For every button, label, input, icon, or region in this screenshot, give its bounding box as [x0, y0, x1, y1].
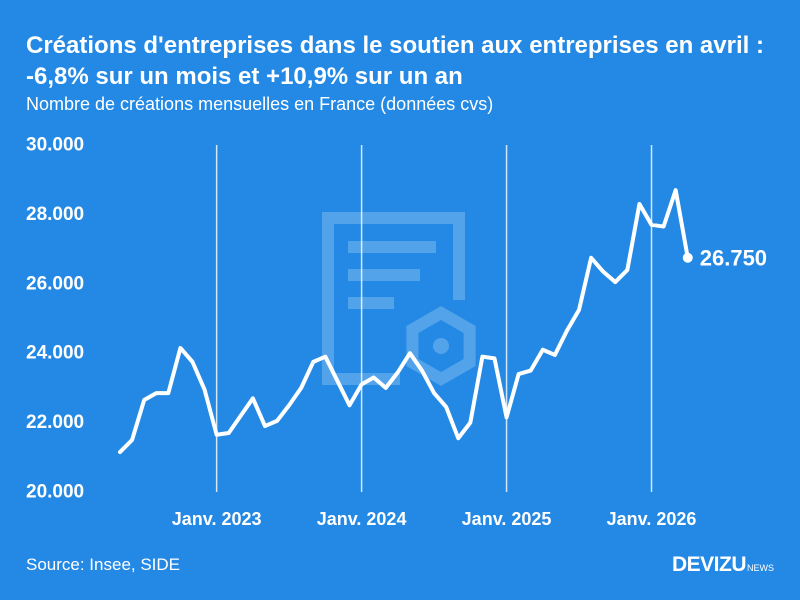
- y-axis-labels: 30.000 28.000 26.000 24.000 22.000 20.000: [26, 135, 84, 503]
- document-text-line: [348, 269, 420, 281]
- chart-title-line-2: -6,8% sur un mois et +10,9% sur un an: [26, 63, 463, 90]
- data-point: [118, 450, 122, 454]
- data-point: [553, 353, 557, 357]
- data-point: [166, 391, 170, 395]
- data-point: [190, 360, 194, 364]
- series-line: [118, 188, 690, 455]
- data-point: [456, 436, 460, 440]
- data-point: [178, 346, 182, 350]
- x-axis-labels: Janv. 2023 Janv. 2024 Janv. 2025 Janv. 2026: [172, 509, 697, 529]
- data-point: [589, 256, 593, 260]
- data-point: [601, 270, 605, 274]
- data-point: [360, 382, 364, 386]
- y-tick-label: 20.000: [26, 482, 84, 503]
- y-tick-label: 22.000: [26, 412, 84, 433]
- data-point: [142, 398, 146, 402]
- chart-subtitle: Nombre de créations mensuelles en France…: [26, 94, 494, 114]
- data-point: [650, 223, 654, 227]
- data-point: [227, 431, 231, 435]
- last-point-marker: [682, 252, 693, 263]
- data-point: [613, 280, 617, 284]
- data-point: [154, 391, 158, 395]
- data-point: [625, 268, 629, 272]
- data-label: 26.750: [700, 245, 767, 270]
- data-point: [275, 419, 279, 423]
- data-point: [311, 360, 315, 364]
- data-point: [637, 202, 641, 206]
- x-tick-label: Janv. 2024: [317, 509, 407, 529]
- data-point: [577, 308, 581, 312]
- data-point: [492, 356, 496, 360]
- data-point: [432, 391, 436, 395]
- source-note: Source: Insee, SIDE: [26, 555, 181, 574]
- x-tick-label: Janv. 2025: [462, 509, 552, 529]
- data-point: [565, 329, 569, 333]
- chart-title-line-1: Créations d'entreprises dans le soutien …: [26, 32, 764, 59]
- data-point: [335, 379, 339, 383]
- document-text-line: [348, 241, 436, 253]
- document-outline: [322, 212, 465, 385]
- data-point: [480, 355, 484, 359]
- data-point: [203, 388, 207, 392]
- data-point: [529, 369, 533, 373]
- data-point: [287, 403, 291, 407]
- data-point: [384, 386, 388, 390]
- data-point: [662, 225, 666, 229]
- data-point: [505, 415, 509, 419]
- logo-brand: DEVIZU: [672, 553, 747, 576]
- x-tick-label: Janv. 2023: [172, 509, 262, 529]
- data-point: [541, 348, 545, 352]
- data-point: [674, 188, 678, 192]
- document-gear-icon: [322, 212, 476, 386]
- hexagon-nut: [406, 306, 476, 386]
- data-point: [396, 370, 400, 374]
- data-point: [299, 386, 303, 390]
- data-point: [263, 424, 267, 428]
- data-point: [444, 405, 448, 409]
- data-point: [408, 351, 412, 355]
- data-point: [348, 403, 352, 407]
- data-point: [468, 421, 472, 425]
- data-point: [130, 438, 134, 442]
- data-point: [251, 396, 255, 400]
- series: [118, 188, 690, 455]
- y-tick-label: 28.000: [26, 204, 84, 225]
- x-tick-label: Janv. 2026: [607, 509, 697, 529]
- y-tick-label: 26.000: [26, 273, 84, 294]
- y-tick-label: 30.000: [26, 135, 84, 156]
- data-point: [517, 372, 521, 376]
- logo-suffix: NEWS: [747, 563, 775, 573]
- data-point: [215, 433, 219, 437]
- data-point: [323, 355, 327, 359]
- y-tick-label: 24.000: [26, 343, 84, 364]
- data-point: [239, 414, 243, 418]
- data-point: [420, 369, 424, 373]
- hexagon-nut-hole: [433, 338, 449, 354]
- document-text-line: [348, 297, 394, 309]
- devizu-logo: DEVIZUNEWS: [672, 552, 774, 581]
- chart-title: Créations d'entreprises dans le soutien …: [26, 30, 764, 92]
- data-labels: 26.750: [682, 245, 767, 270]
- data-point: [372, 375, 376, 379]
